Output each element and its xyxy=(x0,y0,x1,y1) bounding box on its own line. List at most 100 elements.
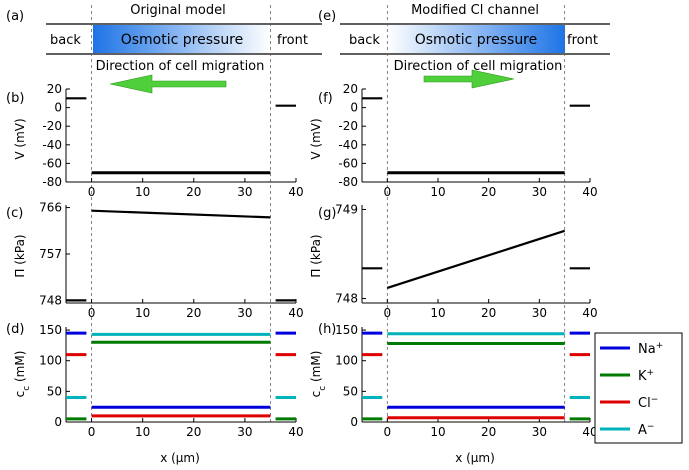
y-tick-label: 150 xyxy=(335,323,358,337)
back-label: back xyxy=(349,33,380,48)
panel-label-f: (f) xyxy=(318,91,333,106)
series-line-cell xyxy=(91,209,271,219)
y-tick-label: -20 xyxy=(338,119,358,133)
x-tick-label: 40 xyxy=(582,306,597,320)
y-tick-label: 0 xyxy=(350,101,358,115)
panel-label-g: (g) xyxy=(318,206,336,221)
y-tick-label: 766 xyxy=(39,201,62,215)
x-tick-label: 10 xyxy=(135,425,150,439)
x-tick-label: 30 xyxy=(237,185,252,199)
migration-arrow-right xyxy=(423,69,515,89)
panel-label-d: (d) xyxy=(6,322,24,337)
x-tick-label: 20 xyxy=(481,306,496,320)
chart-d: 150 100 50 0 0 10 20 30 40 xyxy=(39,323,304,439)
y-tick-label: 100 xyxy=(335,354,358,368)
y-tick-label: 20 xyxy=(343,82,358,96)
panel-label-h: (h) xyxy=(318,322,336,337)
x-tick-label: 30 xyxy=(532,425,547,439)
y-tick-label: 757 xyxy=(39,247,62,261)
y-axis-label-voltage: V (mV) xyxy=(309,118,323,159)
x-tick-label: 0 xyxy=(88,306,96,320)
x-tick-label: 30 xyxy=(237,306,252,320)
x-tick-label: 20 xyxy=(186,306,201,320)
y-tick-label: -80 xyxy=(338,175,358,189)
y-tick-label: 50 xyxy=(47,384,62,398)
front-label: front xyxy=(277,33,308,48)
osmotic-pressure-box xyxy=(93,25,271,53)
y-tick-label: 20 xyxy=(47,82,62,96)
header-title: Original model xyxy=(130,3,225,18)
panel-label-c: (c) xyxy=(6,206,23,221)
x-tick-label: 20 xyxy=(186,425,201,439)
x-tick-label: 30 xyxy=(237,425,252,439)
legend-label: Na+ xyxy=(638,341,663,357)
y-tick-label: 0 xyxy=(54,415,62,429)
x-tick-label: 30 xyxy=(532,185,547,199)
y-tick-label: 0 xyxy=(350,415,358,429)
y-tick-label: -20 xyxy=(42,119,62,133)
panel-label-b: (b) xyxy=(6,91,24,106)
header-modified: (e) Modified Cl channel Osmotic pressure… xyxy=(318,3,610,89)
y-tick-label: 0 xyxy=(54,101,62,115)
panel-label-e: (e) xyxy=(318,9,336,24)
y-tick-label: -60 xyxy=(42,156,62,170)
y-tick-label: 100 xyxy=(39,354,62,368)
chart-f: 20 0 -20 -40 -60 -80 0 10 20 30 40 xyxy=(338,82,597,199)
panel-label-a: (a) xyxy=(6,9,24,24)
front-label: front xyxy=(567,33,598,48)
legend-label: Cl− xyxy=(638,395,658,411)
x-tick-label: 20 xyxy=(481,185,496,199)
x-tick-label: 40 xyxy=(582,185,597,199)
legend-box xyxy=(594,332,683,444)
y-tick-label: 150 xyxy=(39,323,62,337)
back-label: back xyxy=(50,33,81,48)
y-axis-label-concentration: cc (mM) xyxy=(309,351,328,398)
legend: Na+ K+ Cl− A− xyxy=(594,332,683,444)
x-tick-label: 0 xyxy=(384,425,392,439)
osmotic-pressure-box xyxy=(387,25,565,53)
x-tick-label: 0 xyxy=(384,185,392,199)
y-tick-label: 749 xyxy=(335,202,358,216)
chart-h: 150 100 50 0 0 10 20 30 40 xyxy=(335,323,598,439)
y-axis-label-voltage: V (mV) xyxy=(13,118,27,159)
y-tick-label: -40 xyxy=(338,138,358,152)
y-tick-label: -60 xyxy=(338,156,358,170)
x-axis-label: x (μm) xyxy=(160,451,200,465)
x-tick-label: 40 xyxy=(582,425,597,439)
x-tick-label: 30 xyxy=(532,306,547,320)
y-axis-label-pressure: Π (kPa) xyxy=(309,234,323,277)
y-axis-label-concentration: cc (mM) xyxy=(13,351,32,398)
x-tick-label: 20 xyxy=(186,185,201,199)
series-line-cell xyxy=(386,229,566,289)
x-tick-label: 0 xyxy=(88,185,96,199)
legend-label: A− xyxy=(638,422,654,438)
x-tick-label: 10 xyxy=(135,306,150,320)
osmotic-pressure-label: Osmotic pressure xyxy=(415,32,538,48)
y-tick-label: -80 xyxy=(42,175,62,189)
chart-g: 749 748 0 10 20 30 40 xyxy=(335,202,598,320)
x-tick-label: 10 xyxy=(135,185,150,199)
migration-label: Direction of cell migration xyxy=(96,59,265,74)
chart-c: 766 757 748 0 10 20 30 40 xyxy=(39,201,304,320)
x-tick-label: 10 xyxy=(430,306,445,320)
y-tick-label: 748 xyxy=(39,293,62,307)
migration-label: Direction of cell migration xyxy=(394,59,563,74)
chart-b: 20 0 -20 -40 -60 -80 0 10 20 30 40 xyxy=(42,82,303,199)
x-tick-label: 10 xyxy=(430,185,445,199)
x-tick-label: 40 xyxy=(288,185,303,199)
osmotic-pressure-label: Osmotic pressure xyxy=(121,32,244,48)
y-tick-label: 748 xyxy=(335,292,358,306)
chart-panels: 20 0 -20 -40 -60 -80 0 10 20 30 40 766 757 748 0 10 20 30… xyxy=(39,82,598,439)
x-axis-label: x (μm) xyxy=(455,451,495,465)
x-tick-label: 40 xyxy=(288,306,303,320)
migration-arrow-left xyxy=(109,74,227,94)
y-tick-label: 50 xyxy=(343,384,358,398)
y-tick-label: -40 xyxy=(42,138,62,152)
x-tick-label: 20 xyxy=(481,425,496,439)
x-tick-label: 40 xyxy=(288,425,303,439)
x-tick-label: 0 xyxy=(384,306,392,320)
x-tick-label: 10 xyxy=(430,425,445,439)
y-axis-label-pressure: Π (kPa) xyxy=(13,234,27,277)
legend-label: K+ xyxy=(638,368,654,384)
